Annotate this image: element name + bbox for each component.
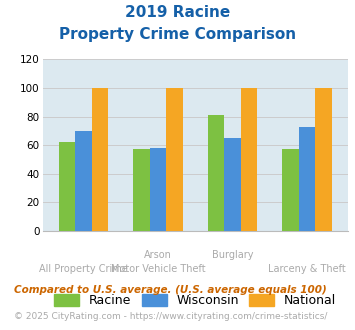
Legend: Racine, Wisconsin, National: Racine, Wisconsin, National [49,289,341,312]
Text: Motor Vehicle Theft: Motor Vehicle Theft [111,264,205,274]
Text: © 2025 CityRating.com - https://www.cityrating.com/crime-statistics/: © 2025 CityRating.com - https://www.city… [14,312,328,321]
Bar [315,88,332,231]
Bar [166,88,182,231]
Text: Compared to U.S. average. (U.S. average equals 100): Compared to U.S. average. (U.S. average … [14,285,327,295]
Bar [133,149,150,231]
Bar [92,88,108,231]
Bar [282,149,299,231]
Bar [150,148,166,231]
Bar [299,127,315,231]
Bar [59,142,75,231]
Bar [241,88,257,231]
Bar [75,131,92,231]
Text: Arson: Arson [144,250,172,260]
Text: 2019 Racine: 2019 Racine [125,5,230,20]
Text: Larceny & Theft: Larceny & Theft [268,264,346,274]
Text: Property Crime Comparison: Property Crime Comparison [59,27,296,42]
Text: All Property Crime: All Property Crime [39,264,128,274]
Bar [208,115,224,231]
Text: Burglary: Burglary [212,250,253,260]
Bar [224,138,241,231]
